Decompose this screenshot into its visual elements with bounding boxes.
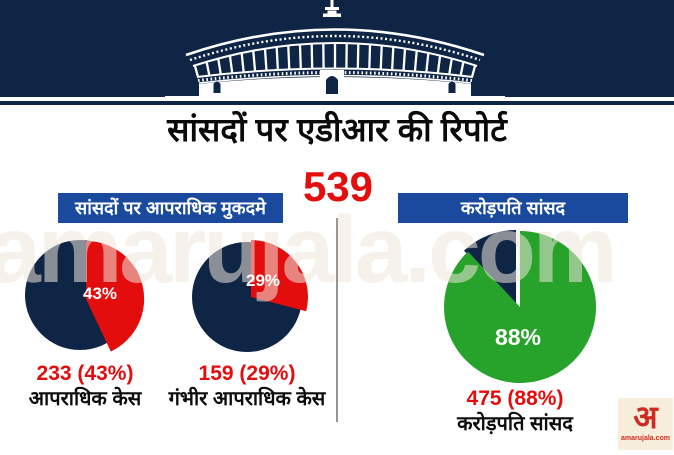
pie-percent-label: 88% [494,324,542,350]
parliament-finial [323,0,341,17]
parliament-colonnade [193,43,477,78]
caption-criminal-cases: आपराधिक केस [28,388,142,410]
pie-percent-label: 29% [245,271,281,290]
vertical-divider [336,218,338,422]
value-crorepati: 475 (88%) [466,387,564,410]
pie-slice-serious-criminal [251,240,308,312]
pie-chart-criminal-cases [25,240,145,352]
amarujala-logo: अ amarujala.com [618,398,673,450]
pie-chart-crorepati [444,230,597,383]
page-title: सांसदों पर एडीआर की रिपोर्ट [167,111,507,148]
section-header-crorepati: करोड़पति सांसद [398,193,628,223]
pie-slice-criminal [86,240,145,352]
parliament-building-icon [165,0,505,101]
total-mps-count: 539 [302,163,374,210]
amarujala-site-label: amarujala.com [620,435,671,442]
amarujala-logo-glyph: अ [633,399,658,435]
caption-crorepati: करोड़पति सांसद [457,413,573,435]
hero-divider-rule [0,101,674,105]
pie-slice-crorepati [444,231,597,383]
pie-percent-label: 43% [82,284,118,303]
value-criminal-cases: 233 (43%) [36,362,134,385]
pie-chart-serious-criminal-cases [192,240,308,352]
pie-slice-other [464,230,516,306]
section-header-criminal-cases: सांसदों पर आपराधिक मुकदमे [58,193,283,223]
caption-serious-criminal-cases: गंभीर आपराधिक केस [168,388,326,410]
value-serious-criminal-cases: 159 (29%) [198,362,296,385]
